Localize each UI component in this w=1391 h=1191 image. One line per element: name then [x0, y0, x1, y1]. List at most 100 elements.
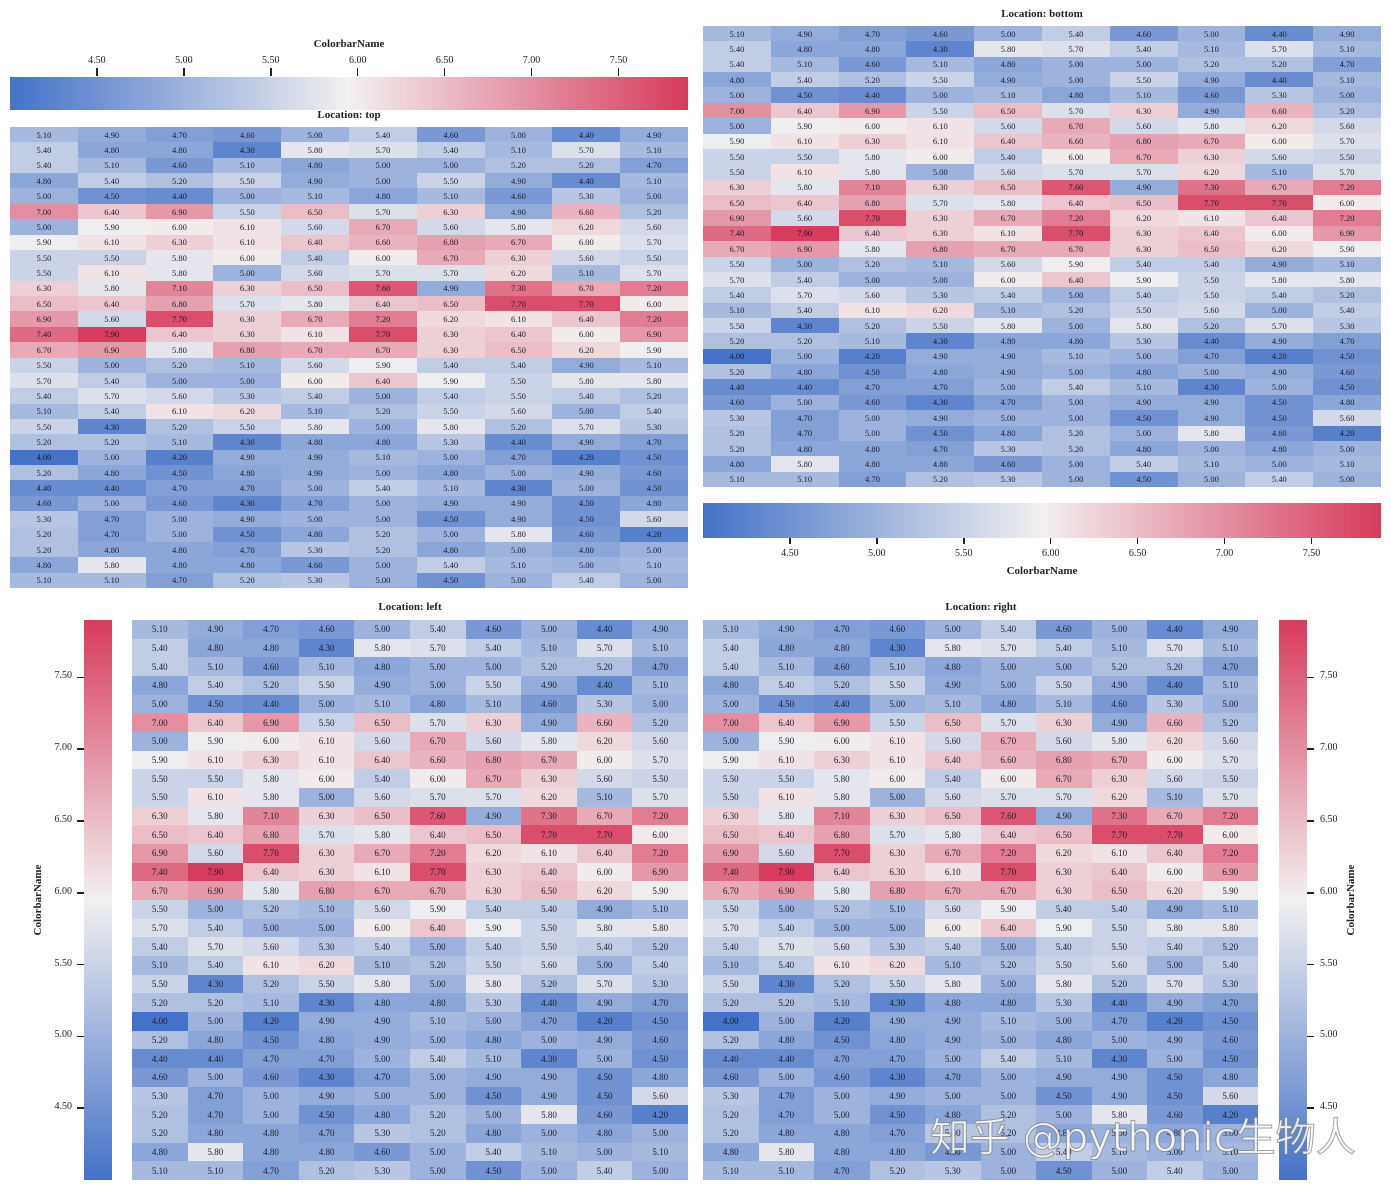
heatmap-cell: 5.80 [925, 638, 981, 658]
heatmap-cell: 4.80 [298, 1142, 355, 1162]
heatmap-cell: 7.70 [838, 210, 907, 226]
heatmap-cell: 4.80 [77, 465, 146, 481]
colorbar-tick [96, 68, 98, 76]
heatmap-cell: 6.10 [187, 750, 244, 770]
heatmap-cell: 5.00 [620, 541, 688, 558]
colorbar-tick-label: 6.00 [348, 55, 367, 66]
heatmap-cell: 6.10 [145, 403, 214, 419]
heatmap-cell: 5.50 [703, 899, 759, 919]
heatmap-cell: 5.10 [145, 434, 214, 450]
heatmap-cell: 5.00 [1147, 1142, 1203, 1162]
heatmap-cell: 4.80 [770, 41, 839, 57]
heatmap-cell: 6.70 [354, 843, 410, 863]
heatmap-cell: 4.90 [1245, 364, 1314, 380]
heatmap-cell: 5.50 [187, 769, 244, 788]
colorbar-tick-label: 5.00 [175, 55, 193, 66]
heatmap-cell: 5.00 [349, 418, 417, 435]
heatmap-cell: 4.70 [974, 394, 1042, 411]
heatmap-cell: 5.70 [620, 265, 688, 281]
heatmap-cell: 5.20 [703, 1123, 759, 1143]
heatmap-cell: 5.40 [925, 937, 981, 956]
heatmap-cell: 5.60 [770, 210, 839, 226]
heatmap-cell: 6.00 [354, 918, 410, 938]
heatmap-cell: 5.50 [132, 787, 188, 807]
heatmap-cell: 4.70 [869, 1123, 925, 1143]
heatmap-cell: 6.30 [1109, 102, 1178, 119]
heatmap-cell: 5.40 [1036, 937, 1092, 956]
heatmap-cell: 5.80 [243, 769, 299, 788]
heatmap-cell: 6.80 [814, 825, 870, 844]
heatmap-cell: 4.80 [281, 157, 349, 174]
heatmap-cell: 6.40 [576, 843, 633, 863]
heatmap-cell: 6.60 [576, 713, 633, 732]
colorbar-label-bottom: ColorbarName [1006, 565, 1078, 577]
heatmap-cell: 5.70 [213, 296, 282, 312]
heatmap-cell: 4.90 [906, 410, 975, 426]
heatmap-cell: 5.40 [281, 249, 349, 266]
heatmap-cell: 4.90 [213, 449, 282, 466]
heatmap-cell: 5.00 [1042, 394, 1110, 411]
heatmap-cell: 4.80 [145, 557, 214, 573]
heatmap-cell: 6.10 [906, 133, 975, 149]
heatmap-cell: 5.60 [484, 403, 553, 419]
heatmap-cell: 5.10 [484, 142, 553, 158]
heatmap-cell: 4.70 [281, 495, 349, 512]
heatmap-cell: 5.20 [243, 974, 299, 994]
heatmap-cell: 6.20 [1109, 210, 1178, 226]
heatmap-cell: 6.00 [576, 862, 633, 882]
heatmap-cell: 5.80 [838, 241, 907, 257]
heatmap-cell: 5.50 [703, 148, 771, 165]
heatmap-cell: 6.50 [974, 179, 1042, 196]
heatmap-cell: 4.80 [925, 1105, 981, 1124]
heatmap-cell: 4.70 [620, 157, 688, 174]
heatmap-cell: 5.20 [703, 1030, 759, 1050]
heatmap-cell: 6.70 [281, 311, 349, 327]
heatmap-cell: 5.00 [980, 1067, 1036, 1087]
heatmap-cell: 4.50 [1313, 379, 1381, 395]
heatmap-cell: 6.50 [925, 806, 981, 826]
heatmap-cell: 7.20 [349, 311, 417, 327]
heatmap-cell: 4.70 [838, 26, 907, 42]
heatmap-cell: 4.50 [906, 425, 975, 441]
heatmap-cell: 5.00 [243, 918, 299, 938]
heatmap-cell: 5.70 [632, 787, 688, 807]
heatmap-cell: 5.70 [980, 638, 1036, 658]
colorbar-tick-label: 6.50 [1320, 814, 1338, 826]
heatmap-cell: 5.90 [1313, 241, 1381, 257]
heatmap-cell: 5.50 [521, 937, 577, 956]
heatmap-cell: 5.00 [770, 256, 839, 272]
heatmap-cell: 5.70 [1313, 133, 1381, 149]
heatmap-cell: 6.30 [869, 806, 925, 826]
heatmap-cell: 7.00 [703, 713, 759, 732]
heatmap-cell: 5.70 [1109, 164, 1178, 180]
heatmap-cell: 6.30 [213, 326, 282, 343]
heatmap-cell: 5.10 [521, 638, 577, 658]
heatmap-cell: 6.10 [758, 750, 814, 770]
heatmap-cell: 4.60 [213, 127, 282, 143]
heatmap-cell: 4.90 [906, 348, 975, 365]
heatmap-cell: 4.80 [145, 142, 214, 158]
heatmap-cell: 4.70 [758, 1086, 814, 1106]
heatmap-cell: 5.40 [1313, 302, 1381, 318]
heatmap-cell: 5.20 [1177, 56, 1246, 73]
heatmap-cell: 5.10 [869, 899, 925, 919]
heatmap-cell: 5.00 [298, 694, 355, 714]
heatmap-cell: 5.20 [409, 1123, 466, 1143]
heatmap-cell: 5.00 [465, 657, 522, 676]
heatmap-cell: 5.80 [576, 918, 633, 938]
heatmap-cell: 5.50 [132, 899, 188, 919]
heatmap-cell: 4.40 [552, 173, 621, 189]
heatmap-cell: 5.00 [349, 173, 417, 189]
heatmap-cell: 5.70 [416, 265, 485, 281]
heatmap-cell: 4.80 [906, 364, 975, 380]
heatmap-cell: 5.50 [1036, 955, 1092, 975]
colorbar-tick [1307, 676, 1314, 679]
heatmap-cell: 6.20 [1147, 731, 1203, 751]
heatmap-cell: 7.90 [758, 862, 814, 882]
colorbar-tick-label: 5.50 [1320, 957, 1338, 969]
heatmap-cell: 5.00 [980, 1161, 1036, 1180]
heatmap-cell: 5.40 [416, 557, 485, 573]
heatmap-cell: 5.60 [1109, 118, 1178, 134]
heatmap-cell: 5.40 [465, 937, 522, 956]
heatmap-cell: 4.80 [349, 188, 417, 204]
